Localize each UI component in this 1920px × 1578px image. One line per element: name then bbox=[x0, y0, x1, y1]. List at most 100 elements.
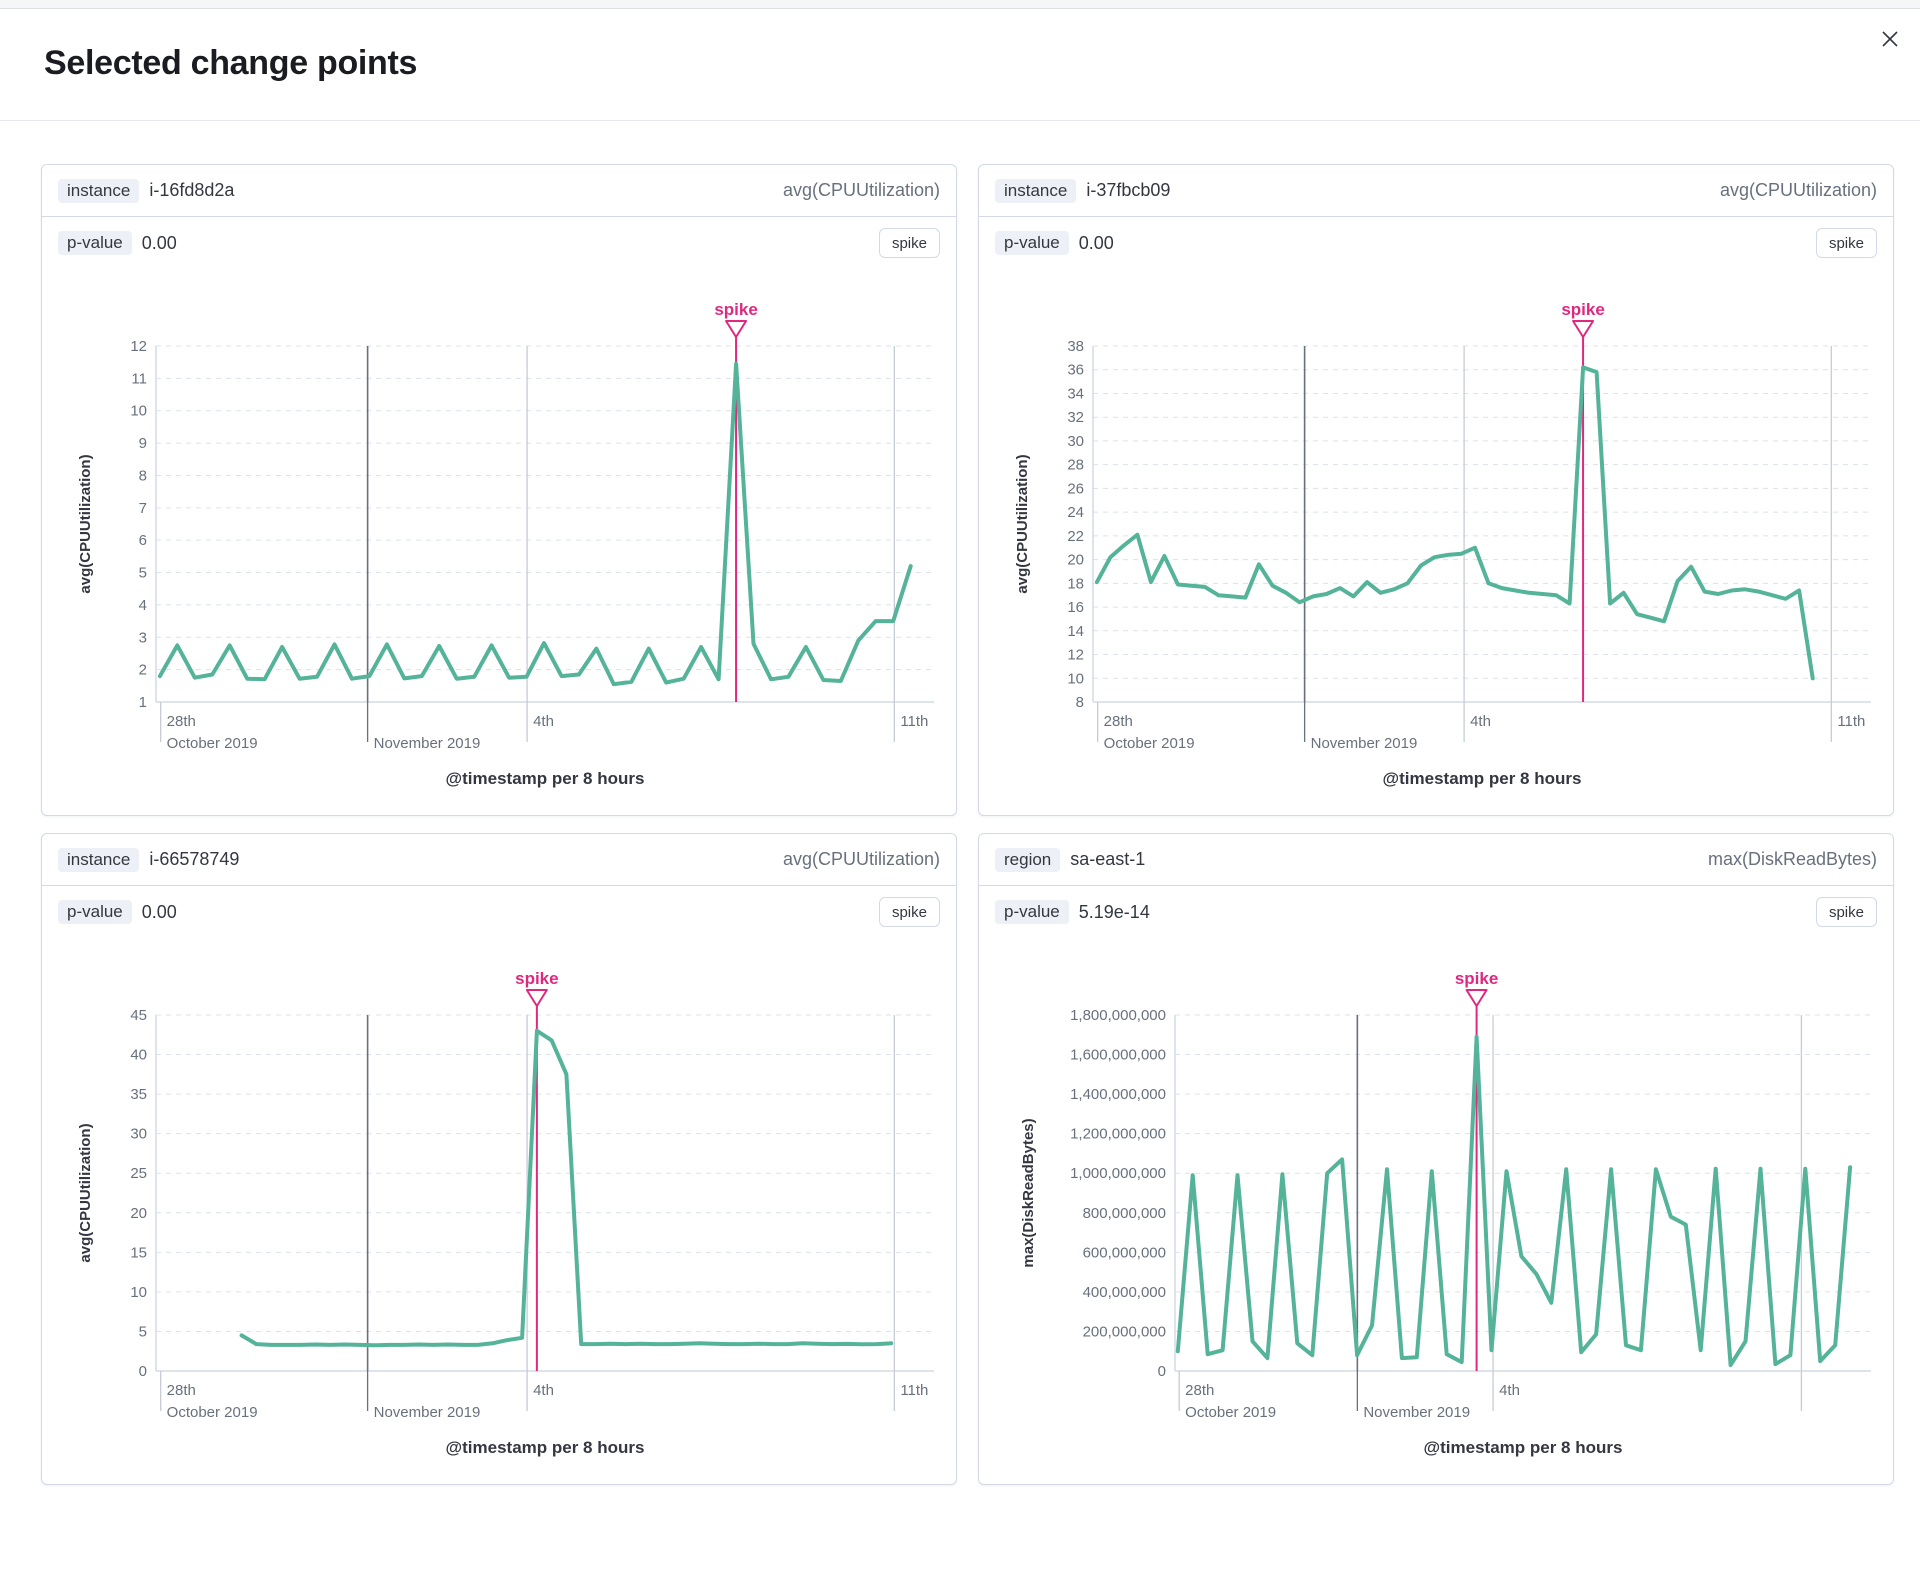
svg-text:avg(CPUUtilization): avg(CPUUtilization) bbox=[77, 1123, 94, 1262]
svg-text:26: 26 bbox=[1067, 480, 1084, 497]
svg-text:32: 32 bbox=[1067, 409, 1084, 426]
svg-text:0: 0 bbox=[139, 1363, 147, 1380]
svg-text:1,200,000,000: 1,200,000,000 bbox=[1070, 1126, 1166, 1143]
card-stats-row: p-value 0.00 spike bbox=[42, 217, 956, 269]
svg-text:200,000,000: 200,000,000 bbox=[1083, 1323, 1166, 1340]
svg-text:24: 24 bbox=[1067, 504, 1084, 521]
svg-text:34: 34 bbox=[1067, 385, 1084, 402]
svg-text:4th: 4th bbox=[1499, 1382, 1520, 1399]
metric-label: max(DiskReadBytes) bbox=[1707, 849, 1877, 869]
svg-text:4th: 4th bbox=[533, 713, 554, 730]
change-type-button[interactable]: spike bbox=[1815, 228, 1877, 258]
card-stats-row: p-value 5.19e-14 spike bbox=[979, 886, 1893, 938]
svg-text:spike: spike bbox=[1561, 300, 1604, 319]
svg-text:28th: 28th bbox=[1104, 713, 1133, 730]
svg-text:@timestamp per 8 hours: @timestamp per 8 hours bbox=[446, 769, 645, 788]
svg-text:avg(CPUUtilization): avg(CPUUtilization) bbox=[1014, 454, 1031, 593]
svg-text:5: 5 bbox=[139, 1323, 147, 1340]
svg-text:35: 35 bbox=[130, 1086, 147, 1103]
svg-text:spike: spike bbox=[515, 969, 558, 988]
split-field-value: i-16fd8d2a bbox=[149, 180, 235, 200]
svg-text:October 2019: October 2019 bbox=[1104, 735, 1195, 752]
svg-text:spike: spike bbox=[714, 300, 757, 319]
svg-text:1,400,000,000: 1,400,000,000 bbox=[1070, 1086, 1166, 1103]
p-value-badge: p-value bbox=[58, 900, 132, 924]
change-point-card: instance i-66578749 avg(CPUUtilization) … bbox=[41, 833, 957, 1485]
svg-text:14: 14 bbox=[1067, 623, 1084, 640]
svg-text:November 2019: November 2019 bbox=[1311, 735, 1418, 752]
page-behind-top-strip bbox=[0, 0, 1920, 9]
split-field-value: i-37fbcb09 bbox=[1086, 180, 1171, 200]
svg-text:12: 12 bbox=[130, 338, 147, 355]
svg-text:October 2019: October 2019 bbox=[167, 735, 258, 752]
svg-text:October 2019: October 2019 bbox=[167, 1404, 258, 1421]
page-title: Selected change points bbox=[44, 44, 418, 82]
svg-text:1,000,000,000: 1,000,000,000 bbox=[1070, 1165, 1166, 1182]
svg-text:11: 11 bbox=[131, 370, 147, 387]
change-point-chart: 0 5 10 15 20 25 30 35 40 45 28th October 2019 Novemb… bbox=[77, 969, 934, 1457]
svg-text:28th: 28th bbox=[167, 1382, 196, 1399]
svg-text:@timestamp per 8 hours: @timestamp per 8 hours bbox=[1424, 1438, 1623, 1457]
change-point-card: region sa-east-1 max(DiskReadBytes) p-va… bbox=[978, 833, 1894, 1485]
metric-label: avg(CPUUtilization) bbox=[1719, 180, 1877, 200]
split-field-badge: region bbox=[995, 847, 1061, 872]
split-field-value: i-66578749 bbox=[149, 849, 240, 869]
change-type-button[interactable]: spike bbox=[878, 897, 940, 927]
p-value: 0.00 bbox=[141, 232, 177, 253]
svg-text:9: 9 bbox=[139, 435, 147, 452]
svg-text:45: 45 bbox=[130, 1007, 147, 1024]
p-value-badge: p-value bbox=[995, 900, 1069, 924]
modal-header: Selected change points bbox=[0, 9, 1920, 121]
svg-text:28th: 28th bbox=[167, 713, 196, 730]
p-value-badge: p-value bbox=[995, 231, 1069, 255]
svg-text:4th: 4th bbox=[1470, 713, 1491, 730]
metric-label: avg(CPUUtilization) bbox=[782, 180, 940, 200]
change-point-chart: 8 10 12 14 16 18 20 22 24 26 28 30 32 34 36 38 28th Octob… bbox=[1014, 300, 1871, 788]
change-type-button[interactable]: spike bbox=[1815, 897, 1877, 927]
change-type-button[interactable]: spike bbox=[878, 228, 940, 258]
p-value: 0.00 bbox=[141, 901, 177, 922]
metric-label: avg(CPUUtilization) bbox=[782, 849, 940, 869]
svg-text:2: 2 bbox=[139, 662, 147, 679]
svg-text:October 2019: October 2019 bbox=[1185, 1404, 1276, 1421]
svg-text:spike: spike bbox=[1455, 969, 1498, 988]
p-value: 5.19e-14 bbox=[1078, 901, 1150, 922]
svg-text:25: 25 bbox=[130, 1165, 147, 1182]
card-header-row: instance i-66578749 avg(CPUUtilization) bbox=[42, 834, 956, 886]
svg-text:1,600,000,000: 1,600,000,000 bbox=[1070, 1047, 1166, 1064]
svg-text:@timestamp per 8 hours: @timestamp per 8 hours bbox=[446, 1438, 645, 1457]
svg-text:November 2019: November 2019 bbox=[374, 1404, 481, 1421]
change-point-chart: 0 200,000,000 400,000,000 600,000,000 800,00… bbox=[1020, 969, 1871, 1457]
change-point-card: instance i-37fbcb09 avg(CPUUtilization) … bbox=[978, 164, 1894, 816]
card-stats-row: p-value 0.00 spike bbox=[42, 886, 956, 938]
svg-text:30: 30 bbox=[1067, 433, 1084, 450]
svg-text:400,000,000: 400,000,000 bbox=[1083, 1284, 1166, 1301]
split-field-badge: instance bbox=[58, 178, 140, 203]
svg-text:20: 20 bbox=[130, 1205, 147, 1222]
svg-text:8: 8 bbox=[1076, 694, 1084, 711]
svg-text:1: 1 bbox=[139, 694, 147, 711]
change-point-cards-grid: instance i-16fd8d2a avg(CPUUtilization) … bbox=[41, 164, 1894, 1485]
close-button[interactable] bbox=[1872, 21, 1908, 57]
svg-text:600,000,000: 600,000,000 bbox=[1083, 1244, 1166, 1261]
svg-text:5: 5 bbox=[139, 565, 147, 582]
change-points-modal: Selected change points instance i-16fd8d… bbox=[0, 9, 1920, 1578]
close-icon bbox=[1878, 27, 1902, 51]
svg-text:20: 20 bbox=[1067, 552, 1084, 569]
p-value-badge: p-value bbox=[58, 231, 132, 255]
svg-text:1,800,000,000: 1,800,000,000 bbox=[1070, 1007, 1166, 1024]
svg-text:11th: 11th bbox=[900, 1382, 928, 1399]
svg-text:18: 18 bbox=[1067, 575, 1084, 592]
svg-text:November 2019: November 2019 bbox=[1363, 1404, 1470, 1421]
svg-text:10: 10 bbox=[1067, 670, 1084, 687]
svg-text:0: 0 bbox=[1158, 1363, 1166, 1380]
svg-text:16: 16 bbox=[1067, 599, 1084, 616]
svg-text:6: 6 bbox=[139, 532, 147, 549]
svg-text:max(DiskReadBytes): max(DiskReadBytes) bbox=[1020, 1118, 1037, 1267]
card-header-row: instance i-16fd8d2a avg(CPUUtilization) bbox=[42, 165, 956, 217]
svg-text:7: 7 bbox=[139, 500, 147, 517]
split-field-badge: instance bbox=[995, 178, 1077, 203]
svg-text:28th: 28th bbox=[1185, 1382, 1214, 1399]
svg-text:30: 30 bbox=[130, 1126, 147, 1143]
